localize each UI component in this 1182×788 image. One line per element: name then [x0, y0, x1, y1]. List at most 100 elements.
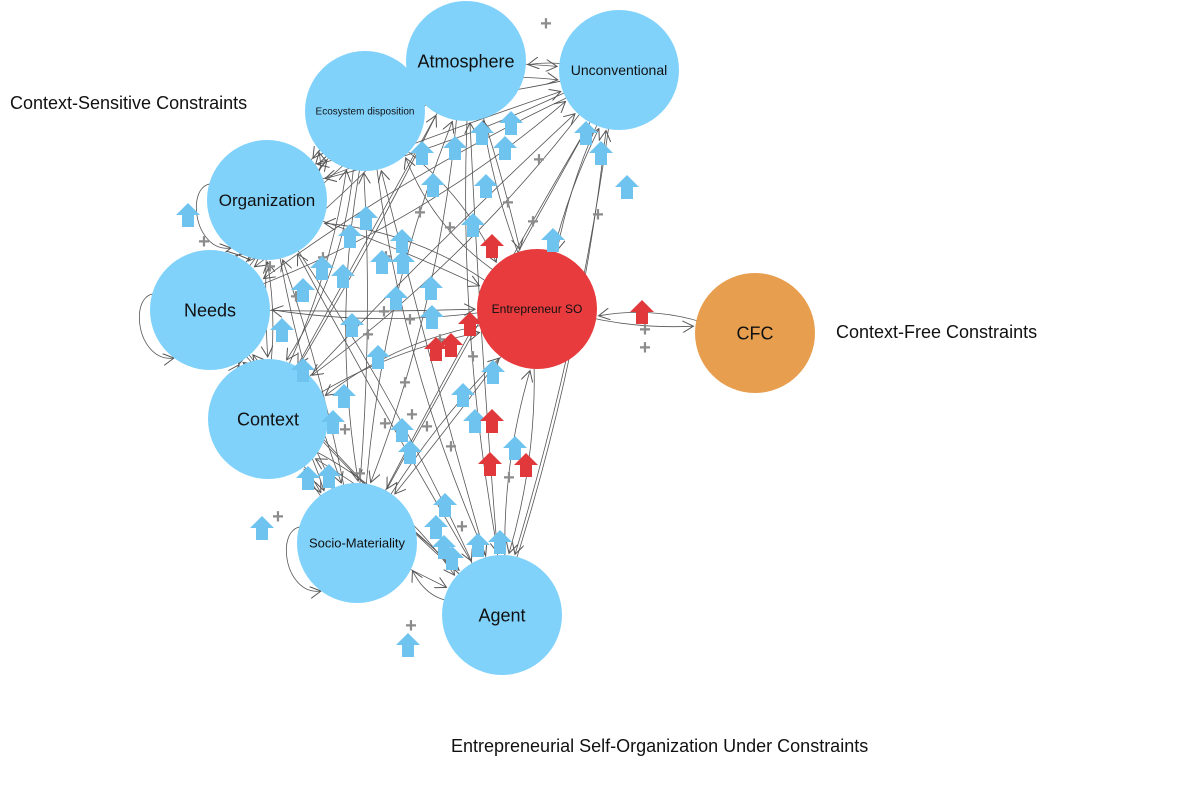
up-arrow-icon — [176, 203, 200, 227]
node-atmosphere[interactable] — [406, 1, 526, 121]
up-arrow-icon — [574, 121, 598, 145]
up-arrow-icon — [338, 224, 362, 248]
edge — [272, 309, 505, 320]
up-arrow-icon — [421, 173, 445, 197]
edge — [363, 122, 452, 511]
plus-sign: + — [414, 202, 426, 224]
node-label-unconventional: Unconventional — [571, 62, 668, 78]
plus-sign: + — [272, 506, 284, 528]
node-socio[interactable] — [297, 483, 417, 603]
plus-sign: + — [421, 416, 433, 438]
up-arrow-icon — [390, 229, 414, 253]
node-label-organization: Organization — [219, 191, 315, 210]
up-arrow-icon — [478, 452, 502, 476]
plus-sign: + — [290, 286, 302, 308]
plus-sign: + — [404, 309, 416, 331]
edge — [298, 254, 487, 587]
up-arrow-icon — [474, 174, 498, 198]
node-label-ecosystem: Ecosystem disposition — [316, 107, 415, 118]
plus-sign: + — [264, 256, 276, 278]
node-organization[interactable] — [207, 140, 327, 260]
plus-sign: + — [639, 319, 651, 341]
up-arrow-icon — [291, 358, 315, 382]
plus-sign: + — [405, 615, 417, 637]
edge — [373, 142, 486, 555]
node-unconventional[interactable] — [559, 10, 679, 130]
up-arrow-icon — [310, 256, 334, 280]
up-arrow-icon — [340, 313, 364, 337]
node-label-needs: Needs — [184, 300, 236, 320]
node-entrepreneur[interactable] — [477, 249, 597, 369]
up-arrow-icon — [291, 278, 315, 302]
up-arrow-icon — [384, 286, 408, 310]
up-arrow-icon — [439, 333, 463, 357]
up-arrow-icon — [370, 250, 394, 274]
up-arrow-icon — [354, 206, 378, 230]
plus-sign: + — [339, 419, 351, 441]
plus-sign: + — [379, 413, 391, 435]
up-arrow-icon — [419, 276, 443, 300]
arrows-layer: ++++++++++++++++++++++++++++++ — [176, 13, 654, 657]
node-needs[interactable] — [150, 250, 270, 370]
up-arrow-icon — [466, 533, 490, 557]
plus-sign: + — [527, 211, 539, 233]
plus-sign: + — [444, 217, 456, 239]
context-free-label: Context-Free Constraints — [836, 322, 1038, 342]
up-arrow-icon — [451, 383, 475, 407]
up-arrow-icon — [366, 345, 390, 369]
up-arrow-icon — [541, 228, 565, 252]
edge — [283, 260, 349, 512]
plus-sign: + — [533, 149, 545, 171]
up-arrow-icon — [433, 493, 457, 517]
up-arrow-icon — [461, 213, 485, 237]
node-label-atmosphere: Atmosphere — [417, 51, 514, 71]
plus-sign: + — [378, 301, 390, 323]
up-arrow-icon — [410, 141, 434, 165]
plus-sign: + — [639, 337, 651, 359]
up-arrow-icon — [488, 530, 512, 554]
plus-sign: + — [198, 231, 210, 253]
up-arrow-icon — [615, 175, 639, 199]
up-arrow-icon — [398, 440, 422, 464]
up-arrow-icon — [499, 111, 523, 135]
plus-sign: + — [434, 329, 446, 351]
node-ecosystem[interactable] — [305, 51, 425, 171]
node-label-context: Context — [237, 409, 299, 429]
up-arrow-icon — [250, 516, 274, 540]
plus-sign: + — [592, 204, 604, 226]
node-label-agent: Agent — [478, 605, 525, 625]
up-arrow-icon — [331, 264, 355, 288]
up-arrow-icon — [332, 384, 356, 408]
up-arrow-icon — [390, 418, 414, 442]
up-arrow-icon — [493, 136, 517, 160]
up-arrow-icon — [270, 318, 294, 342]
up-arrow-icon — [458, 312, 482, 336]
up-arrow-icon — [630, 300, 654, 324]
node-cfc[interactable] — [695, 273, 815, 393]
up-arrow-icon — [321, 410, 345, 434]
plus-sign: + — [503, 467, 515, 489]
diagram-title: Entrepreneurial Self-Organization Under … — [451, 736, 869, 756]
node-label-entrepreneur: Entrepreneur SO — [492, 302, 583, 316]
up-arrow-icon — [463, 409, 487, 433]
plus-sign: + — [406, 404, 418, 426]
plus-sign: + — [502, 192, 514, 214]
up-arrow-icon — [424, 515, 448, 539]
edge — [345, 143, 365, 481]
up-arrow-icon — [440, 546, 464, 570]
up-arrow-icon — [470, 121, 494, 145]
up-arrow-icon — [317, 464, 341, 488]
up-arrow-icon — [480, 234, 504, 258]
up-arrow-icon — [420, 305, 444, 329]
node-context[interactable] — [208, 359, 328, 479]
edge — [297, 92, 561, 189]
edge — [238, 101, 566, 294]
up-arrow-icon — [481, 360, 505, 384]
plus-sign: + — [399, 372, 411, 394]
node-agent[interactable] — [442, 555, 562, 675]
edge — [277, 170, 347, 388]
plus-sign: + — [456, 516, 468, 538]
edge — [264, 86, 591, 279]
